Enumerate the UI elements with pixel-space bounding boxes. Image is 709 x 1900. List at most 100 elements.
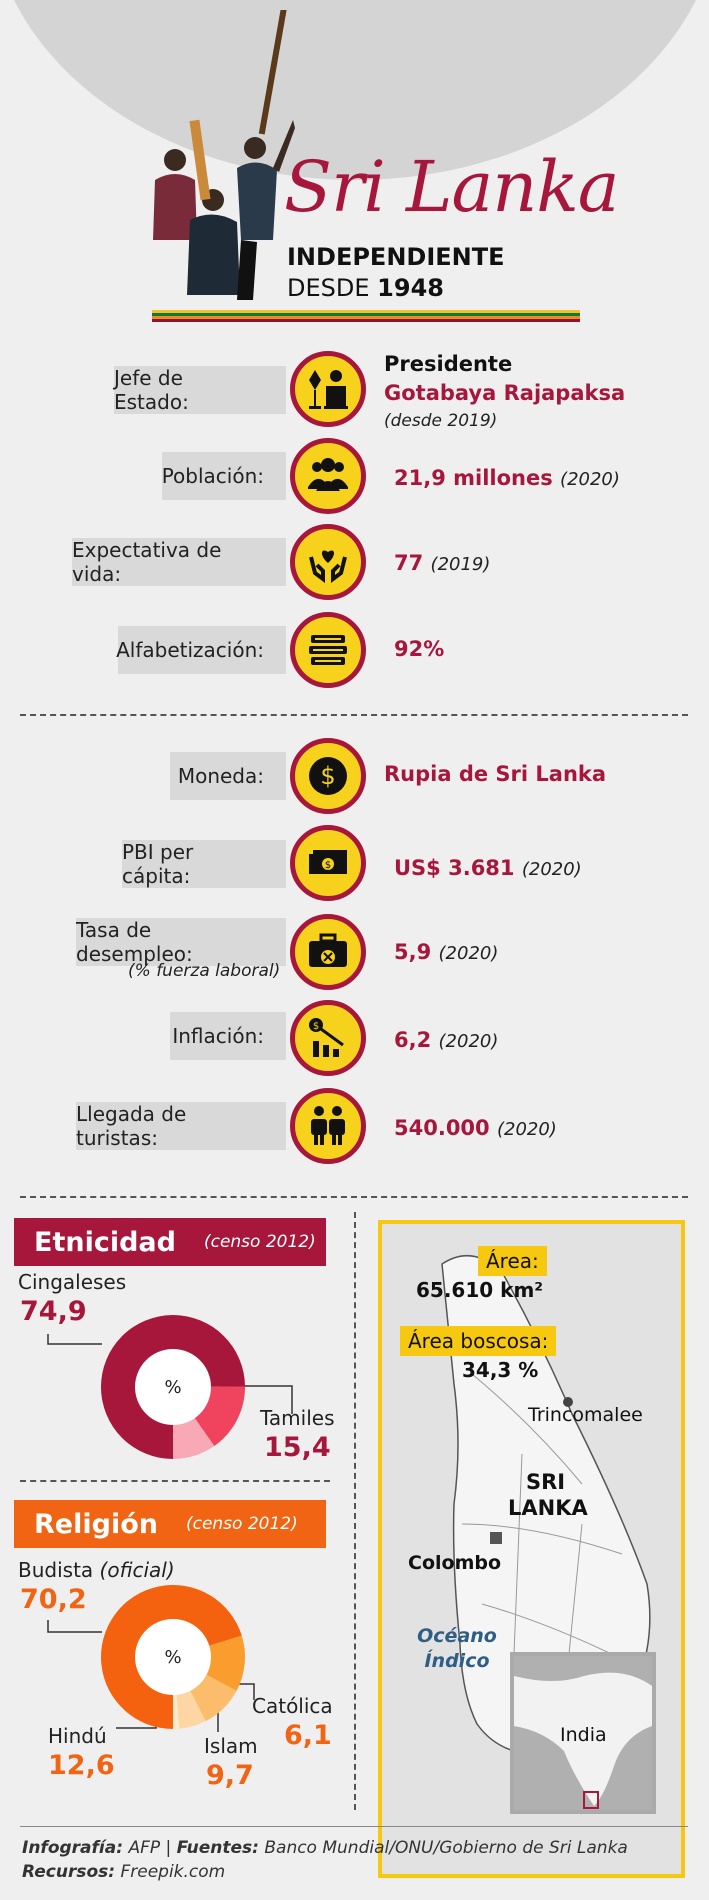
books-icon <box>290 612 366 688</box>
econ-label-currency: Moneda: <box>170 752 286 800</box>
life-value: 77 <box>394 551 424 575</box>
vertical-divider <box>354 1212 356 1810</box>
gdp-value: US$ 3.681 <box>394 856 515 880</box>
budista-label: Budista <box>18 1558 94 1582</box>
tourists-year: (2020) <box>496 1119 557 1140</box>
unemployment-value: 5,9 <box>394 940 432 964</box>
footer-divider <box>20 1826 688 1827</box>
religion-census: (censo 2012) <box>185 1514 298 1534</box>
ethnicity-title: Etnicidad <box>34 1226 176 1258</box>
footer-recursos-value: Freepik.com <box>120 1862 226 1882</box>
footer-line-1: Infografía: AFP | Fuentes: Banco Mundial… <box>22 1838 628 1858</box>
footer-infografia-value: AFP <box>128 1838 161 1858</box>
ocean-label: Océano Índico <box>412 1624 502 1673</box>
econ-label-inflation: Inflación: <box>170 1012 286 1060</box>
gdp-year: (2020) <box>521 859 582 880</box>
city-colombo: Colombo <box>408 1552 502 1574</box>
sri-lanka-map: Área: 65.610 km² Área boscosa: 34,3 % Tr… <box>378 1220 685 1878</box>
religion-label-hindu: Hindú <box>48 1724 107 1748</box>
subtitle-prefix: DESDE <box>287 274 370 302</box>
ethnicity-census: (censo 2012) <box>203 1232 316 1252</box>
ethnicity-label-tamiles: Tamiles <box>260 1406 335 1430</box>
banknote-icon: $ <box>290 825 366 901</box>
econ-label-gdp: PBI per cápita: <box>122 840 286 888</box>
life-year: (2019) <box>430 554 491 575</box>
footer-fuentes-value: Banco Mundial/ONU/Gobierno de Sri Lanka <box>264 1838 628 1858</box>
religion-header: Religión (censo 2012) <box>14 1500 326 1548</box>
fact-value-gdp: US$ 3.681 (2020) <box>394 856 582 880</box>
footer-separator: | <box>165 1838 172 1858</box>
area-tag: Área: <box>478 1246 547 1276</box>
celebrating-people-illustration <box>153 10 295 300</box>
fact-value-inflation: 6,2 (2020) <box>394 1028 498 1052</box>
ethnicity-label-cingaleses: Cingaleses <box>18 1270 127 1294</box>
inset-label-india: India <box>560 1724 607 1746</box>
inflation-year: (2020) <box>438 1031 499 1052</box>
president-since: (desde 2019) <box>384 411 498 431</box>
president-title: Presidente <box>384 352 513 376</box>
forest-value: 34,3 % <box>462 1358 539 1382</box>
religion-label-budista: Budista (oficial) <box>18 1558 175 1582</box>
fact-value-unemployment: 5,9 (2020) <box>394 940 498 964</box>
section-divider <box>20 714 688 716</box>
section-divider-2 <box>20 1196 688 1198</box>
subtitle-since: DESDE 1948 <box>287 274 444 302</box>
coin-dollar-icon: $ <box>290 738 366 814</box>
subtitle-independent: INDEPENDIENTE <box>287 243 505 271</box>
ethnicity-donut-chart: % <box>101 1315 245 1459</box>
tourists-icon <box>290 1088 366 1164</box>
religion-donut-hole <box>135 1619 211 1695</box>
ocean-label-line1: Océano <box>417 1625 497 1647</box>
population-year: (2020) <box>560 469 620 490</box>
ethnicity-donut-hole <box>135 1349 211 1425</box>
fact-label-head-of-state: Jefe de Estado: <box>114 366 286 414</box>
inflation-value: 6,2 <box>394 1028 432 1052</box>
ethnicity-center-label: % <box>164 1377 181 1398</box>
inset-india-shape <box>514 1672 652 1809</box>
tourists-value: 540.000 <box>394 1116 490 1140</box>
ethnicity-value-tamiles: 15,4 <box>264 1432 331 1463</box>
country-label-sri: SRI <box>526 1470 566 1494</box>
ethnicity-value-cingaleses: 74,9 <box>20 1296 87 1327</box>
footer-line-2: Recursos: Freepik.com <box>22 1862 225 1882</box>
econ-label-tourists: Llegada de turistas: <box>76 1102 286 1150</box>
president-name: Gotabaya Rajapaksa <box>384 381 626 405</box>
area-value: 65.610 km² <box>416 1278 544 1302</box>
econ-label-unemployment: Tasa de desempleo: <box>76 918 286 966</box>
ocean-label-line2: Índico <box>424 1649 490 1672</box>
footer-fuentes-label: Fuentes: <box>176 1838 259 1858</box>
unemployment-year: (2020) <box>438 943 499 964</box>
flag-color-stripes <box>152 310 580 322</box>
budista-note: (oficial) <box>99 1558 175 1582</box>
inflation-chart-icon: $ <box>290 1000 366 1076</box>
currency-value: Rupia de Sri Lanka <box>384 762 607 786</box>
svg-text:$: $ <box>325 860 331 871</box>
fact-value-life: 77 (2019) <box>394 551 490 575</box>
chart-divider <box>20 1480 330 1482</box>
fact-label-literacy: Alfabetización: <box>116 626 286 674</box>
svg-text:$: $ <box>320 762 335 790</box>
page-title: Sri Lanka <box>284 146 620 228</box>
religion-value-budista: 70,2 <box>20 1584 87 1615</box>
inset-map: India <box>510 1652 656 1814</box>
literacy-value: 92% <box>394 637 445 661</box>
fact-value-population: 21,9 millones (2020) <box>394 466 620 490</box>
briefcase-icon <box>290 914 366 990</box>
religion-title: Religión <box>34 1508 158 1540</box>
city-trincomalee: Trincomalee <box>528 1404 643 1426</box>
religion-label-islam: Islam <box>204 1734 258 1758</box>
religion-label-catolica: Católica <box>252 1694 333 1718</box>
subtitle-year: 1948 <box>377 274 444 302</box>
svg-text:$: $ <box>313 1021 319 1032</box>
econ-sublabel-unemployment: (% fuerza laboral) <box>128 961 281 981</box>
footer-infografia-label: Infografía: <box>22 1838 124 1858</box>
fact-label-life-expectancy: Expectativa de vida: <box>72 538 286 586</box>
religion-value-catolica: 6,1 <box>284 1720 332 1751</box>
religion-donut-chart: % <box>101 1585 245 1729</box>
fact-value-tourists: 540.000 (2020) <box>394 1116 557 1140</box>
population-value: 21,9 millones <box>394 466 553 490</box>
religion-value-islam: 9,7 <box>206 1760 254 1791</box>
population-icon <box>290 438 366 514</box>
religion-value-hindu: 12,6 <box>48 1750 115 1781</box>
heart-hands-icon <box>290 524 366 600</box>
